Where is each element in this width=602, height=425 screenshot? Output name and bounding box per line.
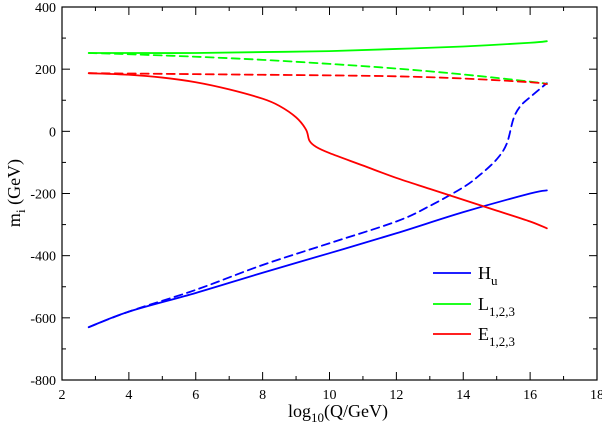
y-tick-label: 400: [35, 1, 56, 16]
x-tick-label: 8: [259, 388, 266, 403]
legend-label-hu-main: H: [478, 263, 491, 283]
legend-label-e123: E1,2,3: [478, 324, 515, 349]
y-tick-label: 0: [49, 125, 56, 140]
tick-labels-group: 2 4 6 8 10 12 14 16 18 -800 -600 -400 -200 0 200 400: [30, 1, 602, 403]
y-tick-label: -600: [30, 312, 56, 327]
y-tick-label: -800: [30, 374, 56, 389]
legend-label-l123-main: L: [478, 294, 489, 314]
x-tick-label: 18: [590, 388, 602, 403]
series-line-l-123-solid: [87, 40, 548, 54]
y-axis-label-rest: (GeV): [4, 159, 25, 209]
legend-label-hu: Hu: [478, 263, 498, 288]
series-line-h-u-dashed: [87, 82, 548, 329]
plot-frame: [61, 6, 598, 381]
legend-label-hu-sub: u: [491, 273, 498, 288]
x-axis-label: log10(Q/GeV): [288, 401, 388, 425]
y-tick-label: -200: [30, 188, 56, 203]
legend-label-l123: L1,2,3: [478, 294, 515, 319]
ticks-group: [61, 6, 598, 381]
series-line-e-123-solid: [87, 72, 548, 230]
y-tick-label: -400: [30, 250, 56, 265]
y-tick-label: 200: [35, 63, 56, 78]
legend-label-e123-sub: 1,2,3: [489, 334, 515, 349]
x-axis-label-sub: 10: [311, 410, 324, 425]
x-tick-label: 10: [323, 388, 337, 403]
series-line-l-123-dashed: [87, 52, 548, 85]
legend-label-e123-main: E: [478, 324, 489, 344]
x-tick-label: 12: [389, 388, 403, 403]
legend: Hu L1,2,3 E1,2,3: [433, 263, 515, 349]
x-tick-label: 2: [59, 388, 66, 403]
x-tick-label: 14: [456, 388, 470, 403]
y-axis-label-sub: i: [13, 209, 28, 213]
x-tick-label: 6: [192, 388, 199, 403]
x-tick-label: 16: [523, 388, 537, 403]
x-tick-label: 4: [125, 388, 132, 403]
x-axis-label-main: log: [288, 401, 311, 421]
series-line-e-123-dashed: [87, 72, 548, 85]
legend-label-l123-sub: 1,2,3: [489, 304, 515, 319]
y-axis-label: mi (GeV): [4, 159, 28, 227]
x-axis-label-rest: (Q/GeV): [324, 401, 388, 422]
series-group: [87, 40, 548, 329]
y-axis-label-main: m: [4, 213, 24, 227]
